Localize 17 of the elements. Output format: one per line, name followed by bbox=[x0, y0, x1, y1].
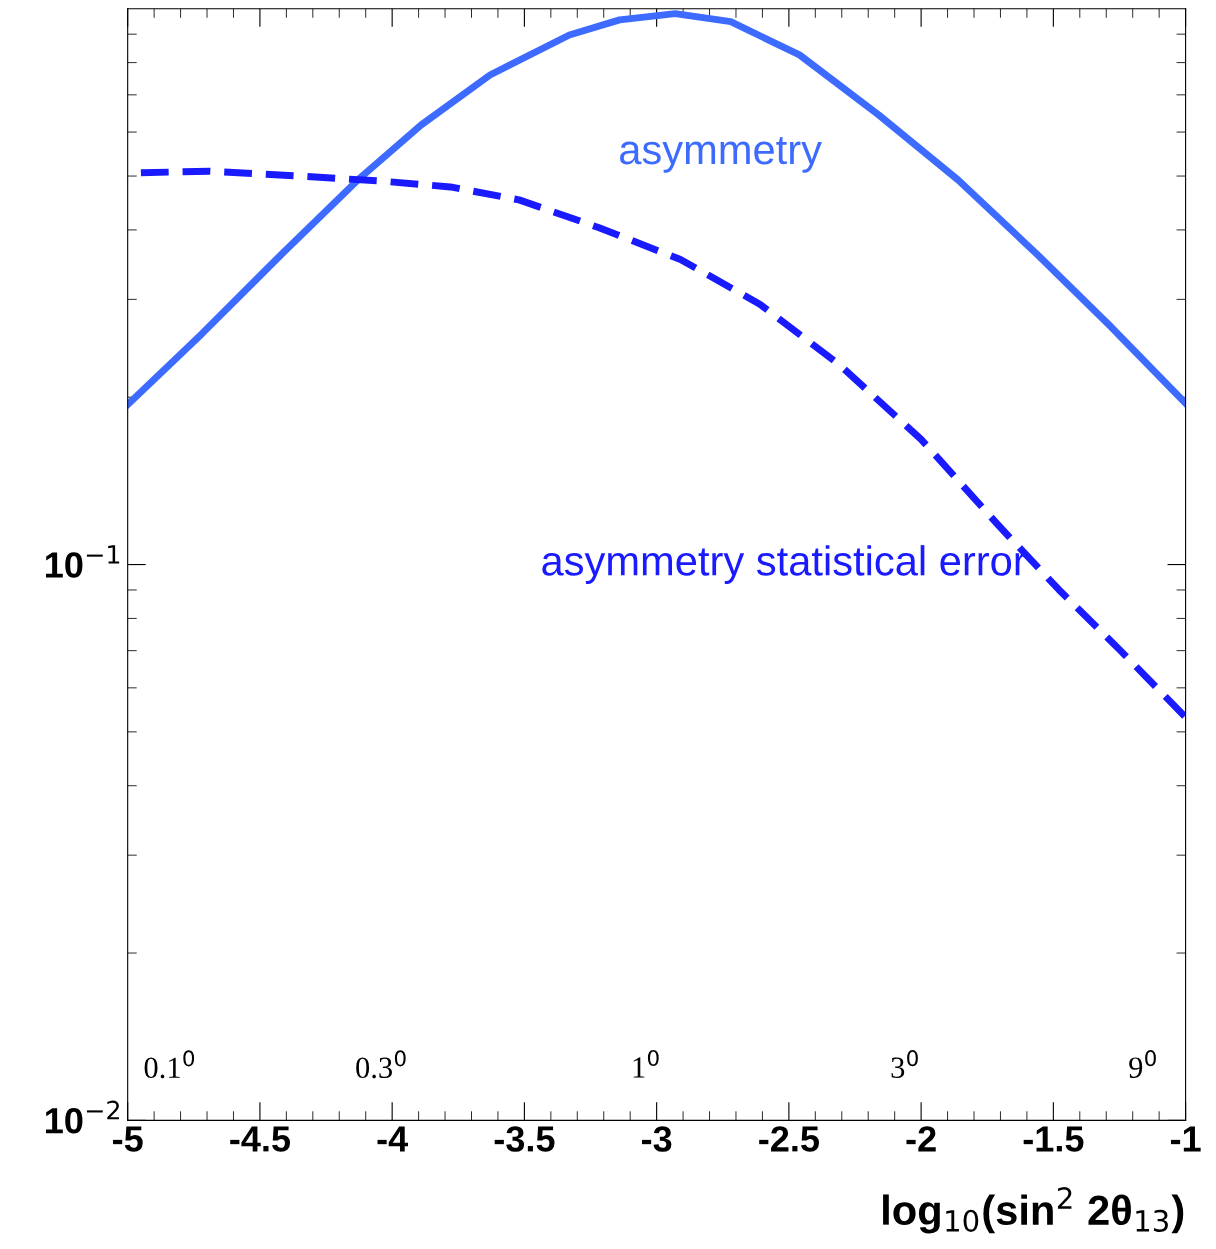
x-tick-label: -3 bbox=[642, 1126, 672, 1152]
x-tick-label: -3.5 bbox=[494, 1126, 555, 1152]
x-tick-label: -1 bbox=[1170, 1126, 1201, 1152]
x-tick-label: -4.5 bbox=[230, 1126, 291, 1152]
annotation: 9$^{0}$ bbox=[1129, 1050, 1156, 1078]
x-axis-title: log$_{10}$(sin$^{2}$ 2θ$_{13}$) bbox=[883, 1187, 1184, 1234]
annotation: 3$^{0}$ bbox=[891, 1050, 918, 1078]
annotation: 1$^{0}$ bbox=[633, 1049, 659, 1078]
annotation: 0.3$^{0}$ bbox=[356, 1050, 406, 1079]
x-tick-label: -2.5 bbox=[759, 1126, 819, 1152]
series-label: asymmetry bbox=[620, 137, 822, 173]
annotation: 0.1$^{0}$ bbox=[144, 1050, 195, 1079]
x-tick-label: -4 bbox=[377, 1126, 409, 1152]
x-tick-label: -2 bbox=[906, 1126, 936, 1152]
series-label: asymmetry statistical error bbox=[542, 545, 1026, 584]
y-tick-label: 10$^{−1}$ bbox=[46, 545, 120, 578]
x-tick-label: -1.5 bbox=[1023, 1126, 1084, 1152]
